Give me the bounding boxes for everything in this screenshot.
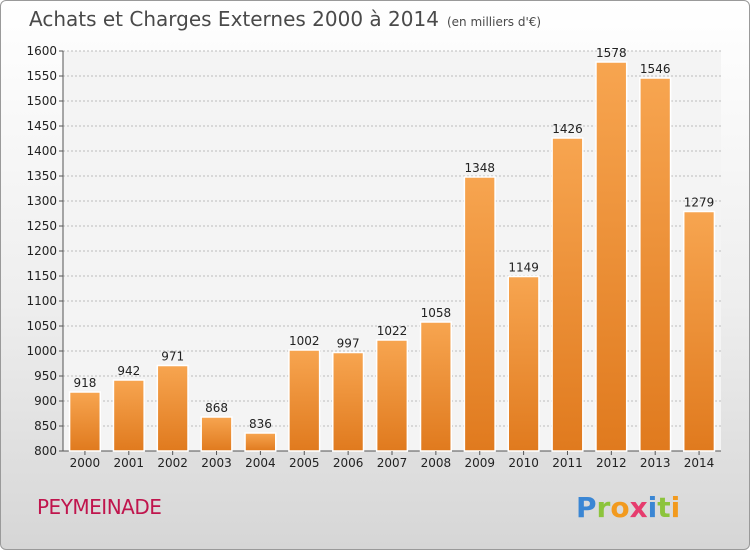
x-tick-label: 2003 xyxy=(201,456,232,470)
x-tick-label: 2005 xyxy=(289,456,320,470)
bar xyxy=(682,210,716,452)
bar xyxy=(288,349,321,452)
bar xyxy=(112,379,145,452)
y-tick-label: 1200 xyxy=(26,244,57,258)
bar-value-label: 836 xyxy=(249,417,272,431)
chart-unit: (en milliers d'€) xyxy=(446,15,542,29)
logo-letter: i xyxy=(670,491,681,524)
logo-letter: x xyxy=(629,491,648,524)
y-tick-label: 1150 xyxy=(26,269,57,283)
x-tick-label: 2001 xyxy=(114,456,145,470)
y-tick-label: 950 xyxy=(34,369,57,383)
chart-title: Achats et Charges Externes 2000 à 2014 (e… xyxy=(29,7,541,31)
chart-title-text: Achats et Charges Externes 2000 à 2014 xyxy=(29,7,439,31)
bar xyxy=(375,339,409,452)
x-tick-label: 2011 xyxy=(552,456,583,470)
bar-value-label: 1578 xyxy=(596,46,627,60)
logo-letter: i xyxy=(647,491,658,524)
x-tick-label: 2004 xyxy=(245,456,276,470)
logo-letter: r xyxy=(596,491,611,524)
x-tick-label: 2000 xyxy=(70,456,101,470)
y-tick-label: 1250 xyxy=(26,219,57,233)
y-tick-label: 850 xyxy=(34,419,57,433)
bar xyxy=(332,351,365,452)
x-tick-label: 2006 xyxy=(333,456,364,470)
bar xyxy=(639,77,672,452)
logo-letter: t xyxy=(657,491,671,524)
y-tick-label: 800 xyxy=(34,444,57,458)
y-tick-label: 1100 xyxy=(26,294,57,308)
bar-value-label: 1058 xyxy=(421,306,452,320)
bar xyxy=(551,137,584,452)
bar xyxy=(68,391,102,452)
x-tick-label: 2007 xyxy=(377,456,408,470)
bar-value-label: 1149 xyxy=(508,261,539,275)
bar xyxy=(595,61,628,452)
x-tick-label: 2008 xyxy=(421,456,452,470)
y-tick-label: 1050 xyxy=(26,319,57,333)
x-tick-label: 2010 xyxy=(508,456,539,470)
bar xyxy=(244,432,277,452)
bar-value-label: 1546 xyxy=(640,62,671,76)
bar-value-label: 997 xyxy=(337,337,360,351)
bar-value-label: 868 xyxy=(205,401,228,415)
x-tick-label: 2012 xyxy=(596,456,627,470)
y-tick-label: 1400 xyxy=(26,144,57,158)
bar-value-label: 1002 xyxy=(289,334,320,348)
bar xyxy=(507,275,540,452)
proxiti-logo: Proxiti xyxy=(576,491,680,524)
bar-value-label: 1426 xyxy=(552,122,583,136)
y-tick-label: 900 xyxy=(34,394,57,408)
bar xyxy=(463,176,496,452)
bar-value-label: 971 xyxy=(161,350,184,364)
bar xyxy=(419,321,452,452)
bar xyxy=(156,364,189,452)
commune-name: PEYMEINADE xyxy=(37,495,162,519)
x-tick-label: 2002 xyxy=(157,456,188,470)
bar-value-label: 1348 xyxy=(464,161,495,175)
x-tick-label: 2009 xyxy=(464,456,495,470)
y-tick-label: 1550 xyxy=(26,69,57,83)
y-tick-label: 1600 xyxy=(26,44,57,58)
y-tick-label: 1450 xyxy=(26,119,57,133)
y-tick-label: 1300 xyxy=(26,194,57,208)
bar-value-label: 918 xyxy=(73,376,96,390)
y-tick-label: 1500 xyxy=(26,94,57,108)
y-tick-label: 1350 xyxy=(26,169,57,183)
bar-value-label: 1279 xyxy=(684,196,715,210)
x-tick-label: 2014 xyxy=(684,456,715,470)
bar-value-label: 1022 xyxy=(377,324,408,338)
x-tick-label: 2013 xyxy=(640,456,671,470)
bar xyxy=(200,416,233,452)
y-tick-label: 1000 xyxy=(26,344,57,358)
bar-value-label: 942 xyxy=(117,364,140,378)
logo-letter: o xyxy=(610,491,630,524)
logo-letter: P xyxy=(576,491,597,524)
